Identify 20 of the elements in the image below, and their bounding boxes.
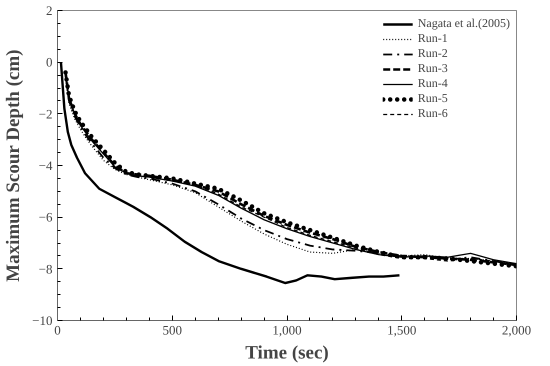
y-tick-label: −6 [38, 210, 53, 225]
y-tick-label: 0 [46, 54, 52, 70]
legend-label: Run-2 [418, 46, 448, 61]
legend-label: Nagata et al.(2005) [418, 16, 510, 31]
x-axis-title: Time (sec) [245, 342, 329, 364]
x-tick-label: 2,000 [502, 322, 532, 338]
y-tick-label: −4 [38, 158, 53, 173]
y-tick-label: −10 [32, 313, 53, 328]
x-tick-label: 500 [162, 322, 182, 338]
y-tick-label: 2 [46, 3, 52, 18]
y-tick-label: −8 [38, 261, 53, 276]
legend-label: Run-6 [418, 106, 448, 121]
legend-label: Run-3 [418, 61, 448, 76]
x-tick-label: 1,000 [272, 322, 302, 338]
legend-label: Run-1 [418, 31, 448, 46]
y-tick-label: −2 [38, 106, 53, 122]
x-tick-label: 1,500 [387, 322, 416, 338]
legend-label: Run-5 [418, 91, 448, 106]
legend-label: Run-4 [418, 76, 448, 91]
y-axis-title: Maximum Scour Depth (cm) [3, 49, 24, 282]
